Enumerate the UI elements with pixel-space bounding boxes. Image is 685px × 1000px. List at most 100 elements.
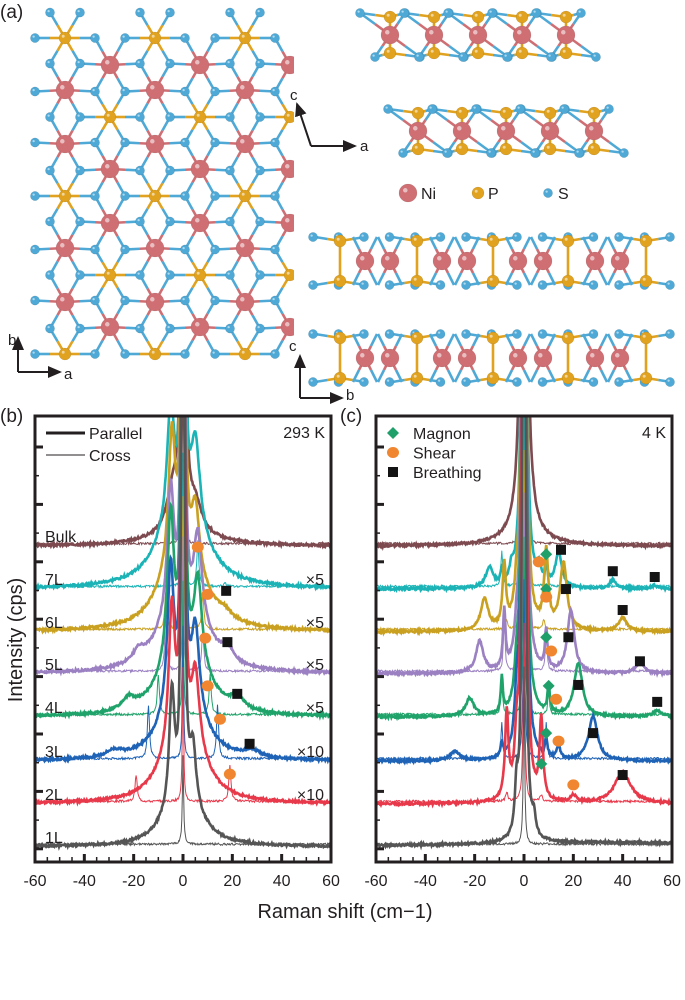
- atom-s: [384, 280, 395, 290]
- atom-highlight: [336, 334, 340, 338]
- breathing-marker: [588, 728, 599, 739]
- atom-s: [120, 33, 130, 43]
- atom-ni: [512, 25, 532, 45]
- parallel-trace-bulk: [376, 416, 672, 552]
- scale-factor-6l: ×5: [306, 615, 324, 632]
- atom-legend-label-p: P: [488, 186, 499, 203]
- atom-s: [355, 8, 365, 18]
- atom-ni: [190, 159, 210, 179]
- atom-highlight: [77, 114, 80, 117]
- atom-highlight: [47, 167, 50, 171]
- atom-highlight: [212, 88, 215, 92]
- atom-s: [180, 86, 190, 97]
- atom-s: [75, 323, 85, 334]
- atom-s: [75, 112, 85, 122]
- atom-highlight: [616, 379, 619, 382]
- atom-highlight: [257, 60, 260, 64]
- atom-p: [427, 46, 441, 60]
- atom-s: [75, 58, 85, 69]
- atom-highlight: [518, 13, 522, 17]
- atom-highlight: [122, 35, 125, 38]
- atom-s: [461, 329, 471, 339]
- atom-highlight: [615, 353, 620, 358]
- atom-highlight: [77, 9, 80, 13]
- atom-s: [45, 270, 55, 280]
- atom-highlight: [386, 49, 390, 53]
- atom-highlight: [513, 353, 518, 358]
- raman-panel-4k: -60 -40 -20 0 20 40 60 4 K Magnon Shear Breathing: [364, 414, 681, 890]
- atom-highlight: [151, 192, 155, 196]
- atom-highlight: [361, 282, 364, 285]
- atom-highlight: [562, 13, 566, 17]
- parallel-trace-7l: [35, 416, 331, 593]
- atom-s: [75, 7, 85, 18]
- atom-s: [225, 216, 235, 227]
- atom-s: [588, 329, 599, 339]
- atom-highlight: [385, 353, 390, 358]
- parallel-trace-4l: [376, 416, 672, 722]
- atom-p: [333, 371, 347, 385]
- atom-s: [308, 329, 318, 339]
- atom-highlight: [361, 379, 364, 382]
- atom-s: [270, 33, 280, 43]
- atom-highlight: [502, 145, 506, 149]
- atom-s: [180, 137, 190, 148]
- atom-s: [225, 323, 235, 334]
- atom-s: [225, 165, 235, 176]
- atom-highlight: [386, 13, 390, 17]
- atom-highlight: [272, 139, 275, 143]
- atom-highlight: [336, 237, 340, 241]
- atom-s: [384, 329, 395, 339]
- atom-p: [559, 10, 573, 24]
- atom-ni: [100, 55, 120, 75]
- atom-highlight: [667, 282, 670, 285]
- atom-highlight: [514, 282, 517, 285]
- atom-s: [30, 137, 40, 148]
- atom-s: [135, 216, 145, 227]
- temperature-label: 293 K: [283, 425, 325, 442]
- atom-p: [427, 10, 441, 24]
- atom-highlight: [182, 297, 185, 301]
- atom-highlight: [564, 237, 568, 241]
- atom-highlight: [196, 113, 200, 117]
- atom-s: [30, 33, 40, 43]
- atom-s: [531, 8, 541, 18]
- atom-p: [515, 10, 529, 24]
- side-view-cb-layer-1: [308, 232, 675, 290]
- atom-s: [308, 377, 318, 387]
- bond: [453, 333, 463, 347]
- atom-highlight: [539, 234, 543, 237]
- bond: [529, 333, 539, 347]
- axis-label: c: [289, 338, 297, 355]
- atom-p: [486, 234, 500, 248]
- atom-highlight: [47, 114, 50, 117]
- atom-highlight: [106, 271, 110, 275]
- atom-s: [270, 137, 280, 148]
- atom-highlight: [60, 139, 65, 144]
- atom-highlight: [589, 126, 594, 131]
- atom-highlight: [182, 35, 185, 38]
- atom-highlight: [616, 331, 619, 334]
- atom-p: [471, 10, 485, 24]
- atom-highlight: [122, 88, 125, 92]
- atom-highlight: [403, 188, 408, 193]
- atom-highlight: [257, 167, 260, 171]
- breathing-marker: [244, 738, 255, 749]
- atom-ni: [533, 251, 553, 271]
- atom-ni: [432, 251, 452, 271]
- atom-highlight: [272, 88, 275, 92]
- atom-highlight: [616, 282, 619, 285]
- atom-p: [410, 331, 424, 345]
- atom-highlight: [257, 218, 260, 222]
- atom-highlight: [150, 297, 155, 302]
- shear-marker: [214, 713, 226, 725]
- bond: [453, 272, 463, 286]
- atom-p: [471, 186, 485, 200]
- breathing-marker: [221, 585, 232, 596]
- atom-highlight: [105, 322, 110, 327]
- atom-highlight: [361, 234, 364, 237]
- atom-highlight: [590, 353, 595, 358]
- atom-s: [461, 232, 471, 242]
- atom-highlight: [385, 30, 390, 35]
- atom-s: [591, 52, 601, 62]
